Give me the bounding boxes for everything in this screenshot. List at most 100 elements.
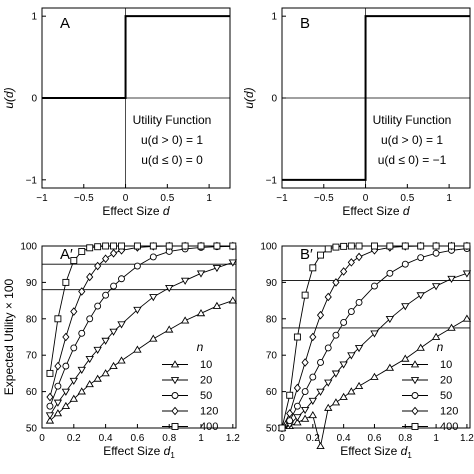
panel-label: B — [300, 15, 310, 32]
data-point — [181, 242, 189, 250]
data-point — [339, 361, 348, 369]
annotation-rule-positive: u(d > 0) = 1 — [381, 133, 443, 147]
data-point — [300, 414, 310, 422]
data-point — [447, 275, 456, 284]
data-point — [385, 363, 395, 371]
legend-marker — [411, 392, 419, 399]
data-point — [324, 292, 332, 302]
x-axis-label-var: d — [403, 204, 410, 218]
x-tick-label: 0.2 — [67, 433, 81, 444]
data-point — [109, 328, 118, 336]
data-point — [70, 307, 78, 316]
x-tick-label: 1 — [433, 433, 439, 444]
data-point — [309, 264, 317, 272]
data-point — [355, 252, 363, 262]
data-point — [347, 352, 356, 360]
data-point — [165, 285, 174, 293]
data-point — [110, 282, 118, 290]
data-point — [331, 370, 341, 378]
data-point — [69, 377, 78, 385]
data-point — [54, 361, 62, 371]
data-point — [46, 392, 54, 402]
data-point — [61, 401, 71, 410]
data-point — [102, 254, 110, 264]
data-point — [197, 242, 205, 250]
data-point — [117, 356, 126, 364]
y-tick-label: 70 — [266, 351, 278, 362]
data-point — [149, 242, 157, 250]
data-point — [118, 242, 125, 250]
data-point — [86, 272, 94, 282]
x-tick-label: −0.5 — [314, 193, 334, 204]
x-axis-label: Effect Size d — [342, 204, 409, 218]
x-axis-label: Effect Size d1 — [103, 444, 175, 460]
data-point — [149, 334, 158, 342]
x-tick-label: −1 — [276, 193, 288, 204]
data-point — [62, 362, 70, 370]
data-point — [371, 282, 378, 290]
legend-label: 120 — [440, 406, 458, 418]
data-point — [212, 264, 222, 273]
x-tick-label: 0.8 — [398, 433, 412, 444]
data-point — [432, 249, 440, 257]
data-point — [417, 242, 425, 250]
data-point — [212, 301, 222, 309]
data-point — [133, 306, 142, 314]
legend-label: 400 — [440, 421, 458, 433]
x-axis-label-var: d — [164, 444, 171, 458]
data-point — [229, 242, 237, 250]
y-tick-label: 60 — [26, 387, 38, 398]
chart-panel: −1 −0.5 0 0.5 1 −1 0 1 A Effect Size d u(d) Utility… — [2, 7, 231, 218]
data-point — [133, 262, 141, 270]
data-point — [332, 243, 340, 251]
data-point — [370, 330, 379, 338]
data-point — [109, 248, 118, 258]
x-tick-label: 1 — [206, 193, 212, 204]
data-point — [149, 253, 157, 261]
data-point — [332, 278, 340, 287]
legend-marker — [410, 360, 420, 368]
data-point — [62, 332, 70, 342]
x-axis-label-text: Effect Size — [102, 204, 162, 218]
x-axis-label-subscript: 1 — [407, 451, 412, 460]
data-point — [54, 315, 62, 323]
data-point — [340, 318, 348, 326]
y-tick-label: 50 — [26, 424, 38, 435]
data-point — [447, 323, 456, 331]
data-point — [102, 291, 110, 299]
x-axis-label-var: d — [401, 444, 408, 458]
panel-label: A — [60, 15, 70, 32]
x-axis-label-text: Effect Size — [342, 204, 402, 218]
y-tick-label: 60 — [266, 387, 278, 398]
data-point — [86, 315, 94, 323]
data-point — [462, 270, 472, 278]
panel-label: A′ — [60, 246, 73, 263]
legend-label: 120 — [200, 406, 218, 418]
data-point — [448, 242, 455, 250]
data-point — [354, 345, 364, 353]
data-point — [45, 412, 55, 420]
data-point — [371, 242, 378, 250]
data-point — [53, 409, 63, 417]
y-tick-label: −1 — [266, 175, 278, 186]
x-axis-label-text: Effect Size — [340, 444, 400, 458]
x-tick-label: 0.4 — [337, 433, 351, 444]
y-axis-label: u(d) — [242, 87, 256, 108]
data-point — [62, 278, 70, 286]
annotation-title: Utility Function — [133, 113, 212, 127]
data-point — [416, 343, 425, 351]
legend-marker — [410, 377, 420, 385]
data-point — [316, 441, 325, 450]
data-point — [133, 242, 141, 250]
legend-label: 20 — [200, 375, 212, 387]
legend-label: 50 — [200, 390, 212, 402]
x-axis-label-text: Effect Size — [103, 444, 163, 458]
data-point — [340, 242, 348, 250]
data-point — [46, 402, 54, 410]
data-point — [180, 316, 190, 324]
legend-label: 50 — [440, 390, 452, 402]
data-point — [94, 243, 102, 251]
data-point — [332, 331, 340, 339]
data-point — [228, 296, 238, 304]
data-point — [309, 373, 317, 381]
